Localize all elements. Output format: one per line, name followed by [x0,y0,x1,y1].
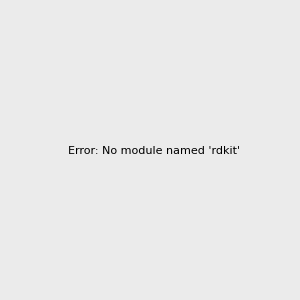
Text: Error: No module named 'rdkit': Error: No module named 'rdkit' [68,146,240,157]
